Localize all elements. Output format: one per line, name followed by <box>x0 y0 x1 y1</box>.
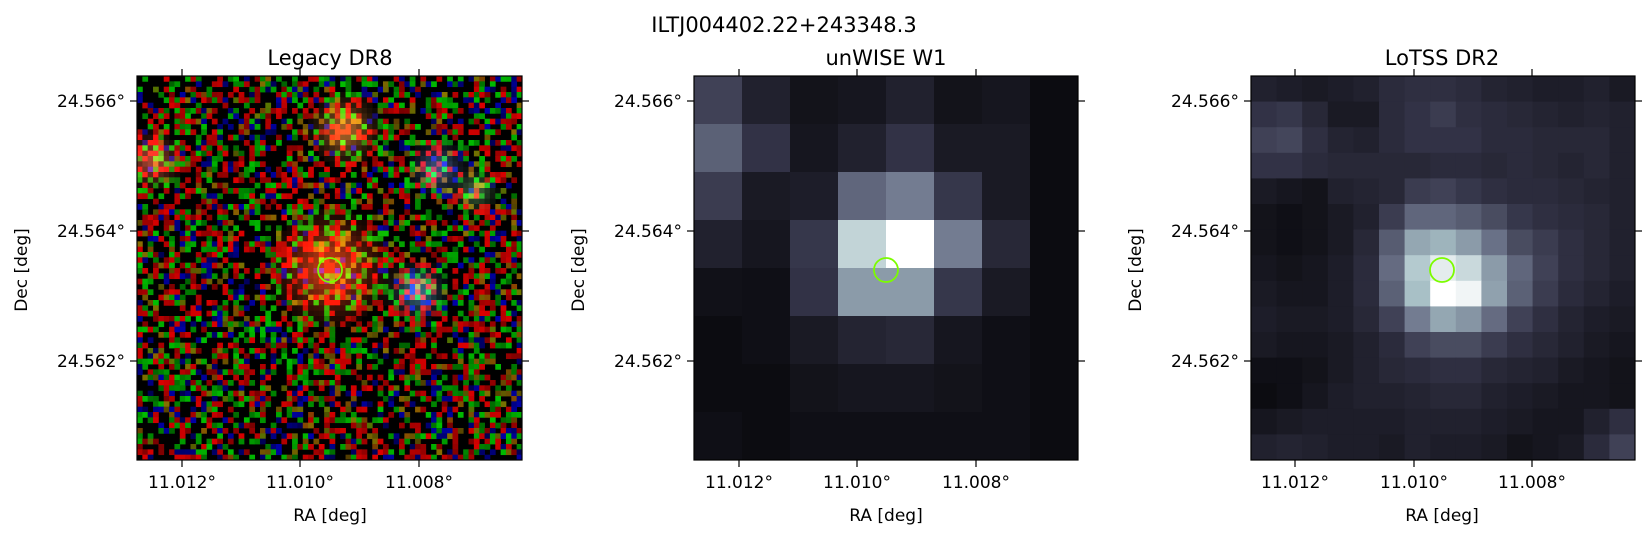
image-unwise-w1 <box>694 76 1078 460</box>
x-tick-label: 11.012° <box>148 473 216 493</box>
y-tick-label: 24.566° <box>614 92 682 112</box>
panel-legacy-dr8: Legacy DR8 11.012° 11.010° 11.008° 24.566° 2… <box>12 46 529 526</box>
x-tick-label: 11.012° <box>1261 473 1329 493</box>
y-axis-label: Dec [deg] <box>12 228 32 312</box>
x-tick-label: 11.010° <box>266 473 334 493</box>
y-axis-label: Dec [deg] <box>1126 228 1146 312</box>
y-tick-label: 24.566° <box>57 92 125 112</box>
image-lotss-dr2 <box>1251 76 1635 460</box>
x-axis-label: RA [deg] <box>1405 506 1478 526</box>
y-tick-label: 24.562° <box>1171 352 1239 372</box>
x-tick-label: 11.010° <box>823 473 891 493</box>
x-axis-label: RA [deg] <box>849 506 922 526</box>
x-tick-label: 11.012° <box>705 473 773 493</box>
x-axis-label: RA [deg] <box>293 506 366 526</box>
panel-title: Legacy DR8 <box>267 46 392 70</box>
y-axis-label: Dec [deg] <box>569 228 589 312</box>
source-marker-circle <box>317 257 343 283</box>
source-marker-circle <box>1429 257 1455 283</box>
axes-unwise-w1: 11.012° 11.010° 11.008° 24.566° 24.564° 24.56… <box>614 69 1085 493</box>
figure-suptitle: ILTJ004402.22+243348.3 <box>651 13 916 37</box>
y-tick-label: 24.564° <box>614 222 682 242</box>
panel-lotss-dr2: LoTSS DR2 11.012° 11.010° 11.008° 24.566° 24… <box>1126 46 1642 526</box>
image-legacy-dr8 <box>137 76 522 460</box>
x-tick-label: 11.008° <box>385 473 453 493</box>
x-tick-label: 11.010° <box>1380 473 1448 493</box>
y-tick-label: 24.562° <box>614 352 682 372</box>
panel-unwise-w1: unWISE W1 11.012° 11.010° 11.008° 24.566° 24… <box>569 46 1085 526</box>
axes-legacy-dr8: 11.012° 11.010° 11.008° 24.566° 24.564° 24.56… <box>57 69 529 493</box>
y-tick-label: 24.564° <box>57 222 125 242</box>
source-marker-circle <box>873 257 899 283</box>
panel-title: unWISE W1 <box>826 46 947 70</box>
axes-lotss-dr2: 11.012° 11.010° 11.008° 24.566° 24.564° 24.56… <box>1171 69 1642 493</box>
x-tick-label: 11.008° <box>942 473 1010 493</box>
y-tick-label: 24.564° <box>1171 222 1239 242</box>
y-tick-label: 24.562° <box>57 352 125 372</box>
y-tick-label: 24.566° <box>1171 92 1239 112</box>
panel-title: LoTSS DR2 <box>1385 46 1499 70</box>
x-tick-label: 11.008° <box>1498 473 1566 493</box>
